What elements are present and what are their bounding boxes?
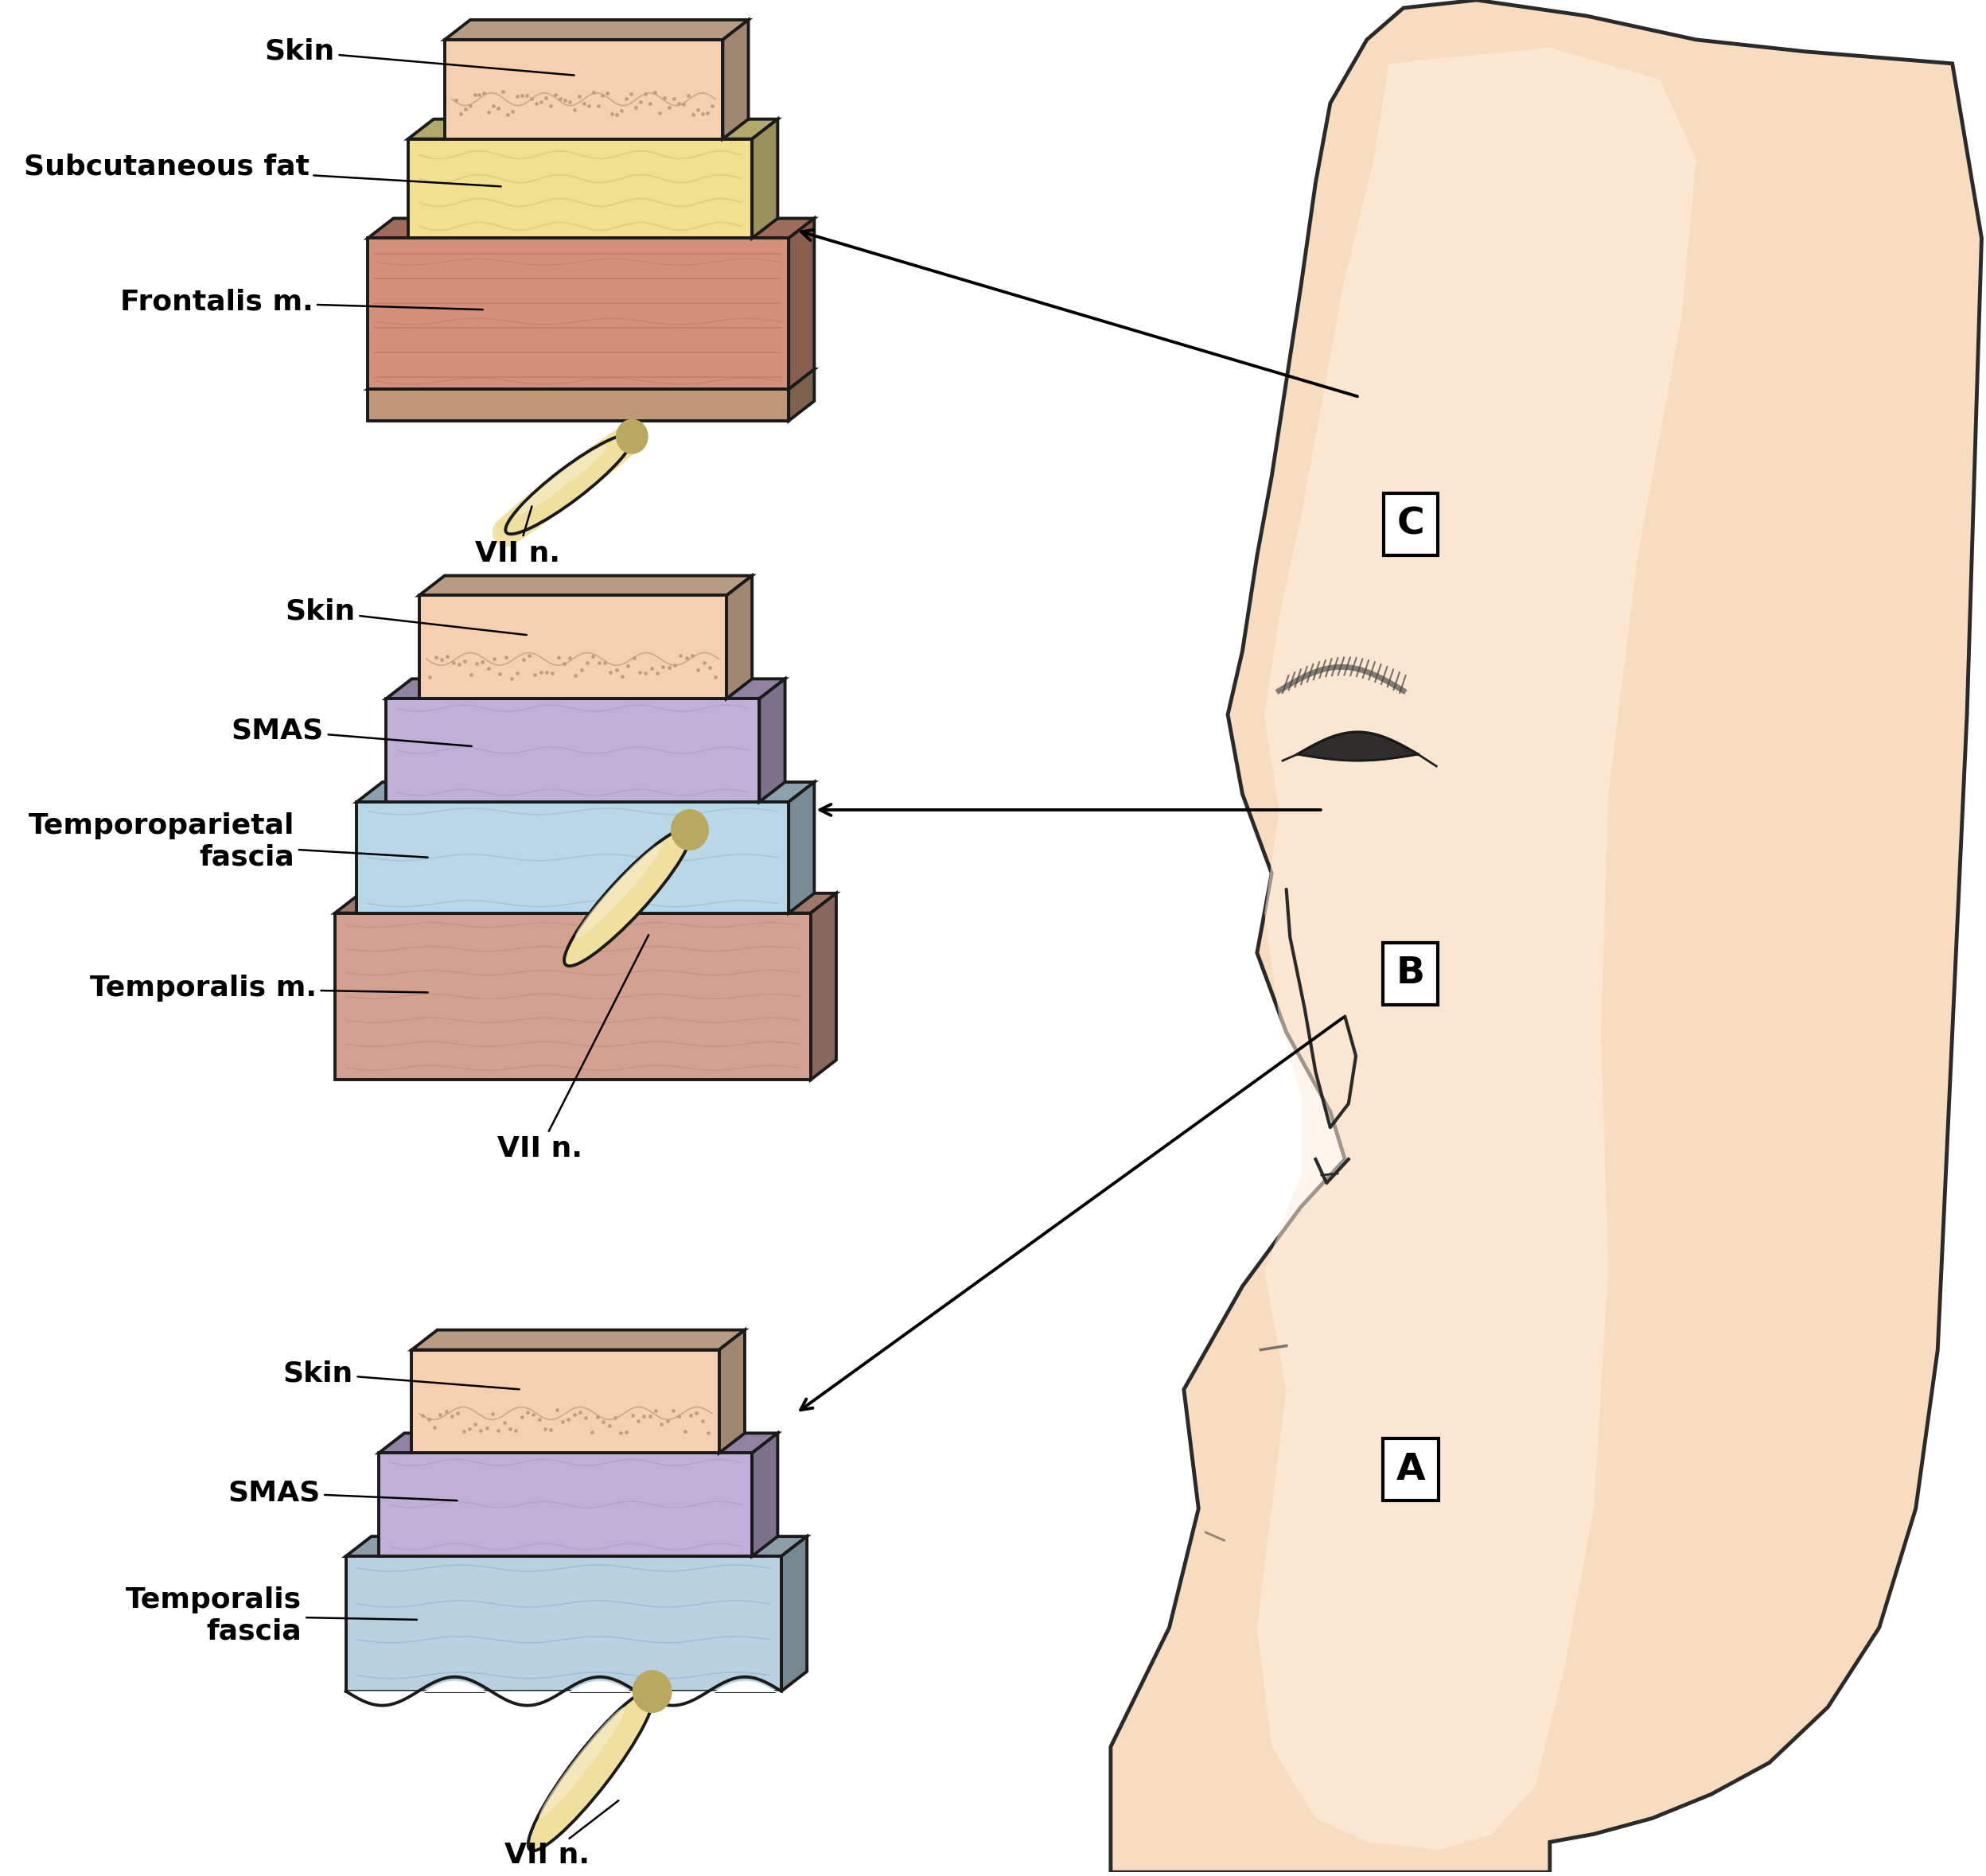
Text: Skin: Skin <box>264 38 574 75</box>
Circle shape <box>574 452 604 486</box>
Text: Temporalis
fascia: Temporalis fascia <box>125 1587 417 1645</box>
Polygon shape <box>379 1433 779 1454</box>
Circle shape <box>671 810 709 850</box>
Polygon shape <box>788 782 814 914</box>
Circle shape <box>526 490 556 522</box>
Circle shape <box>614 426 641 454</box>
Polygon shape <box>367 218 814 238</box>
Polygon shape <box>810 893 836 1081</box>
Polygon shape <box>346 1557 780 1690</box>
Circle shape <box>556 465 586 499</box>
Polygon shape <box>357 782 814 801</box>
Polygon shape <box>1110 0 1982 1872</box>
Text: Subcutaneous fat: Subcutaneous fat <box>24 154 500 186</box>
Polygon shape <box>445 39 723 139</box>
Circle shape <box>586 443 618 477</box>
Ellipse shape <box>564 829 691 966</box>
Ellipse shape <box>528 1690 653 1852</box>
Text: Frontalis m.: Frontalis m. <box>119 289 483 315</box>
Circle shape <box>538 478 570 512</box>
Polygon shape <box>385 679 784 698</box>
Polygon shape <box>407 118 779 139</box>
Polygon shape <box>788 370 814 420</box>
Circle shape <box>610 428 638 458</box>
Circle shape <box>542 477 574 508</box>
Text: Skin: Skin <box>286 598 526 634</box>
Text: A: A <box>1396 1452 1426 1488</box>
Circle shape <box>582 446 612 480</box>
Polygon shape <box>419 595 727 698</box>
Circle shape <box>578 450 608 482</box>
Polygon shape <box>1257 47 1696 1850</box>
Text: SMAS: SMAS <box>228 1478 457 1506</box>
Text: B: B <box>1396 955 1424 991</box>
Polygon shape <box>419 576 753 595</box>
Polygon shape <box>357 801 788 914</box>
Circle shape <box>496 514 524 544</box>
Polygon shape <box>753 118 779 238</box>
Circle shape <box>516 495 546 529</box>
Polygon shape <box>336 914 810 1081</box>
Polygon shape <box>346 1536 806 1557</box>
Text: Temporoparietal
fascia: Temporoparietal fascia <box>28 812 427 870</box>
Circle shape <box>548 473 578 507</box>
Polygon shape <box>759 679 784 801</box>
Text: VII n.: VII n. <box>475 507 560 567</box>
Ellipse shape <box>576 844 663 938</box>
Polygon shape <box>445 21 749 39</box>
Circle shape <box>522 493 552 525</box>
Circle shape <box>493 518 518 546</box>
Circle shape <box>560 463 592 495</box>
Text: SMAS: SMAS <box>232 717 473 747</box>
Ellipse shape <box>518 446 606 514</box>
Circle shape <box>504 507 534 538</box>
Ellipse shape <box>538 1707 626 1818</box>
Circle shape <box>600 433 630 465</box>
Polygon shape <box>411 1330 745 1351</box>
Circle shape <box>618 420 647 454</box>
Polygon shape <box>788 218 814 388</box>
Polygon shape <box>367 388 788 420</box>
Text: Temporalis m.: Temporalis m. <box>89 976 427 1002</box>
Circle shape <box>620 422 645 450</box>
Polygon shape <box>379 1454 753 1557</box>
Polygon shape <box>367 238 788 388</box>
Circle shape <box>530 486 560 520</box>
Polygon shape <box>411 1351 719 1454</box>
Circle shape <box>592 441 622 473</box>
Circle shape <box>568 456 600 490</box>
Text: Skin: Skin <box>282 1360 518 1390</box>
Polygon shape <box>385 698 759 801</box>
Polygon shape <box>753 1433 779 1557</box>
Polygon shape <box>407 139 753 238</box>
Polygon shape <box>719 1330 745 1454</box>
Ellipse shape <box>506 435 634 535</box>
Circle shape <box>634 1672 671 1713</box>
Polygon shape <box>336 893 836 914</box>
Polygon shape <box>727 576 753 698</box>
Circle shape <box>534 482 564 516</box>
Circle shape <box>596 437 626 469</box>
Polygon shape <box>367 370 814 388</box>
Circle shape <box>564 460 596 493</box>
Text: VII n.: VII n. <box>496 934 649 1163</box>
Text: VII n.: VII n. <box>504 1801 618 1868</box>
Circle shape <box>552 469 582 503</box>
Circle shape <box>508 503 538 535</box>
Polygon shape <box>723 21 749 139</box>
Circle shape <box>512 499 542 531</box>
Circle shape <box>606 431 634 461</box>
Circle shape <box>500 510 528 540</box>
Polygon shape <box>780 1536 806 1690</box>
Text: C: C <box>1396 507 1424 542</box>
